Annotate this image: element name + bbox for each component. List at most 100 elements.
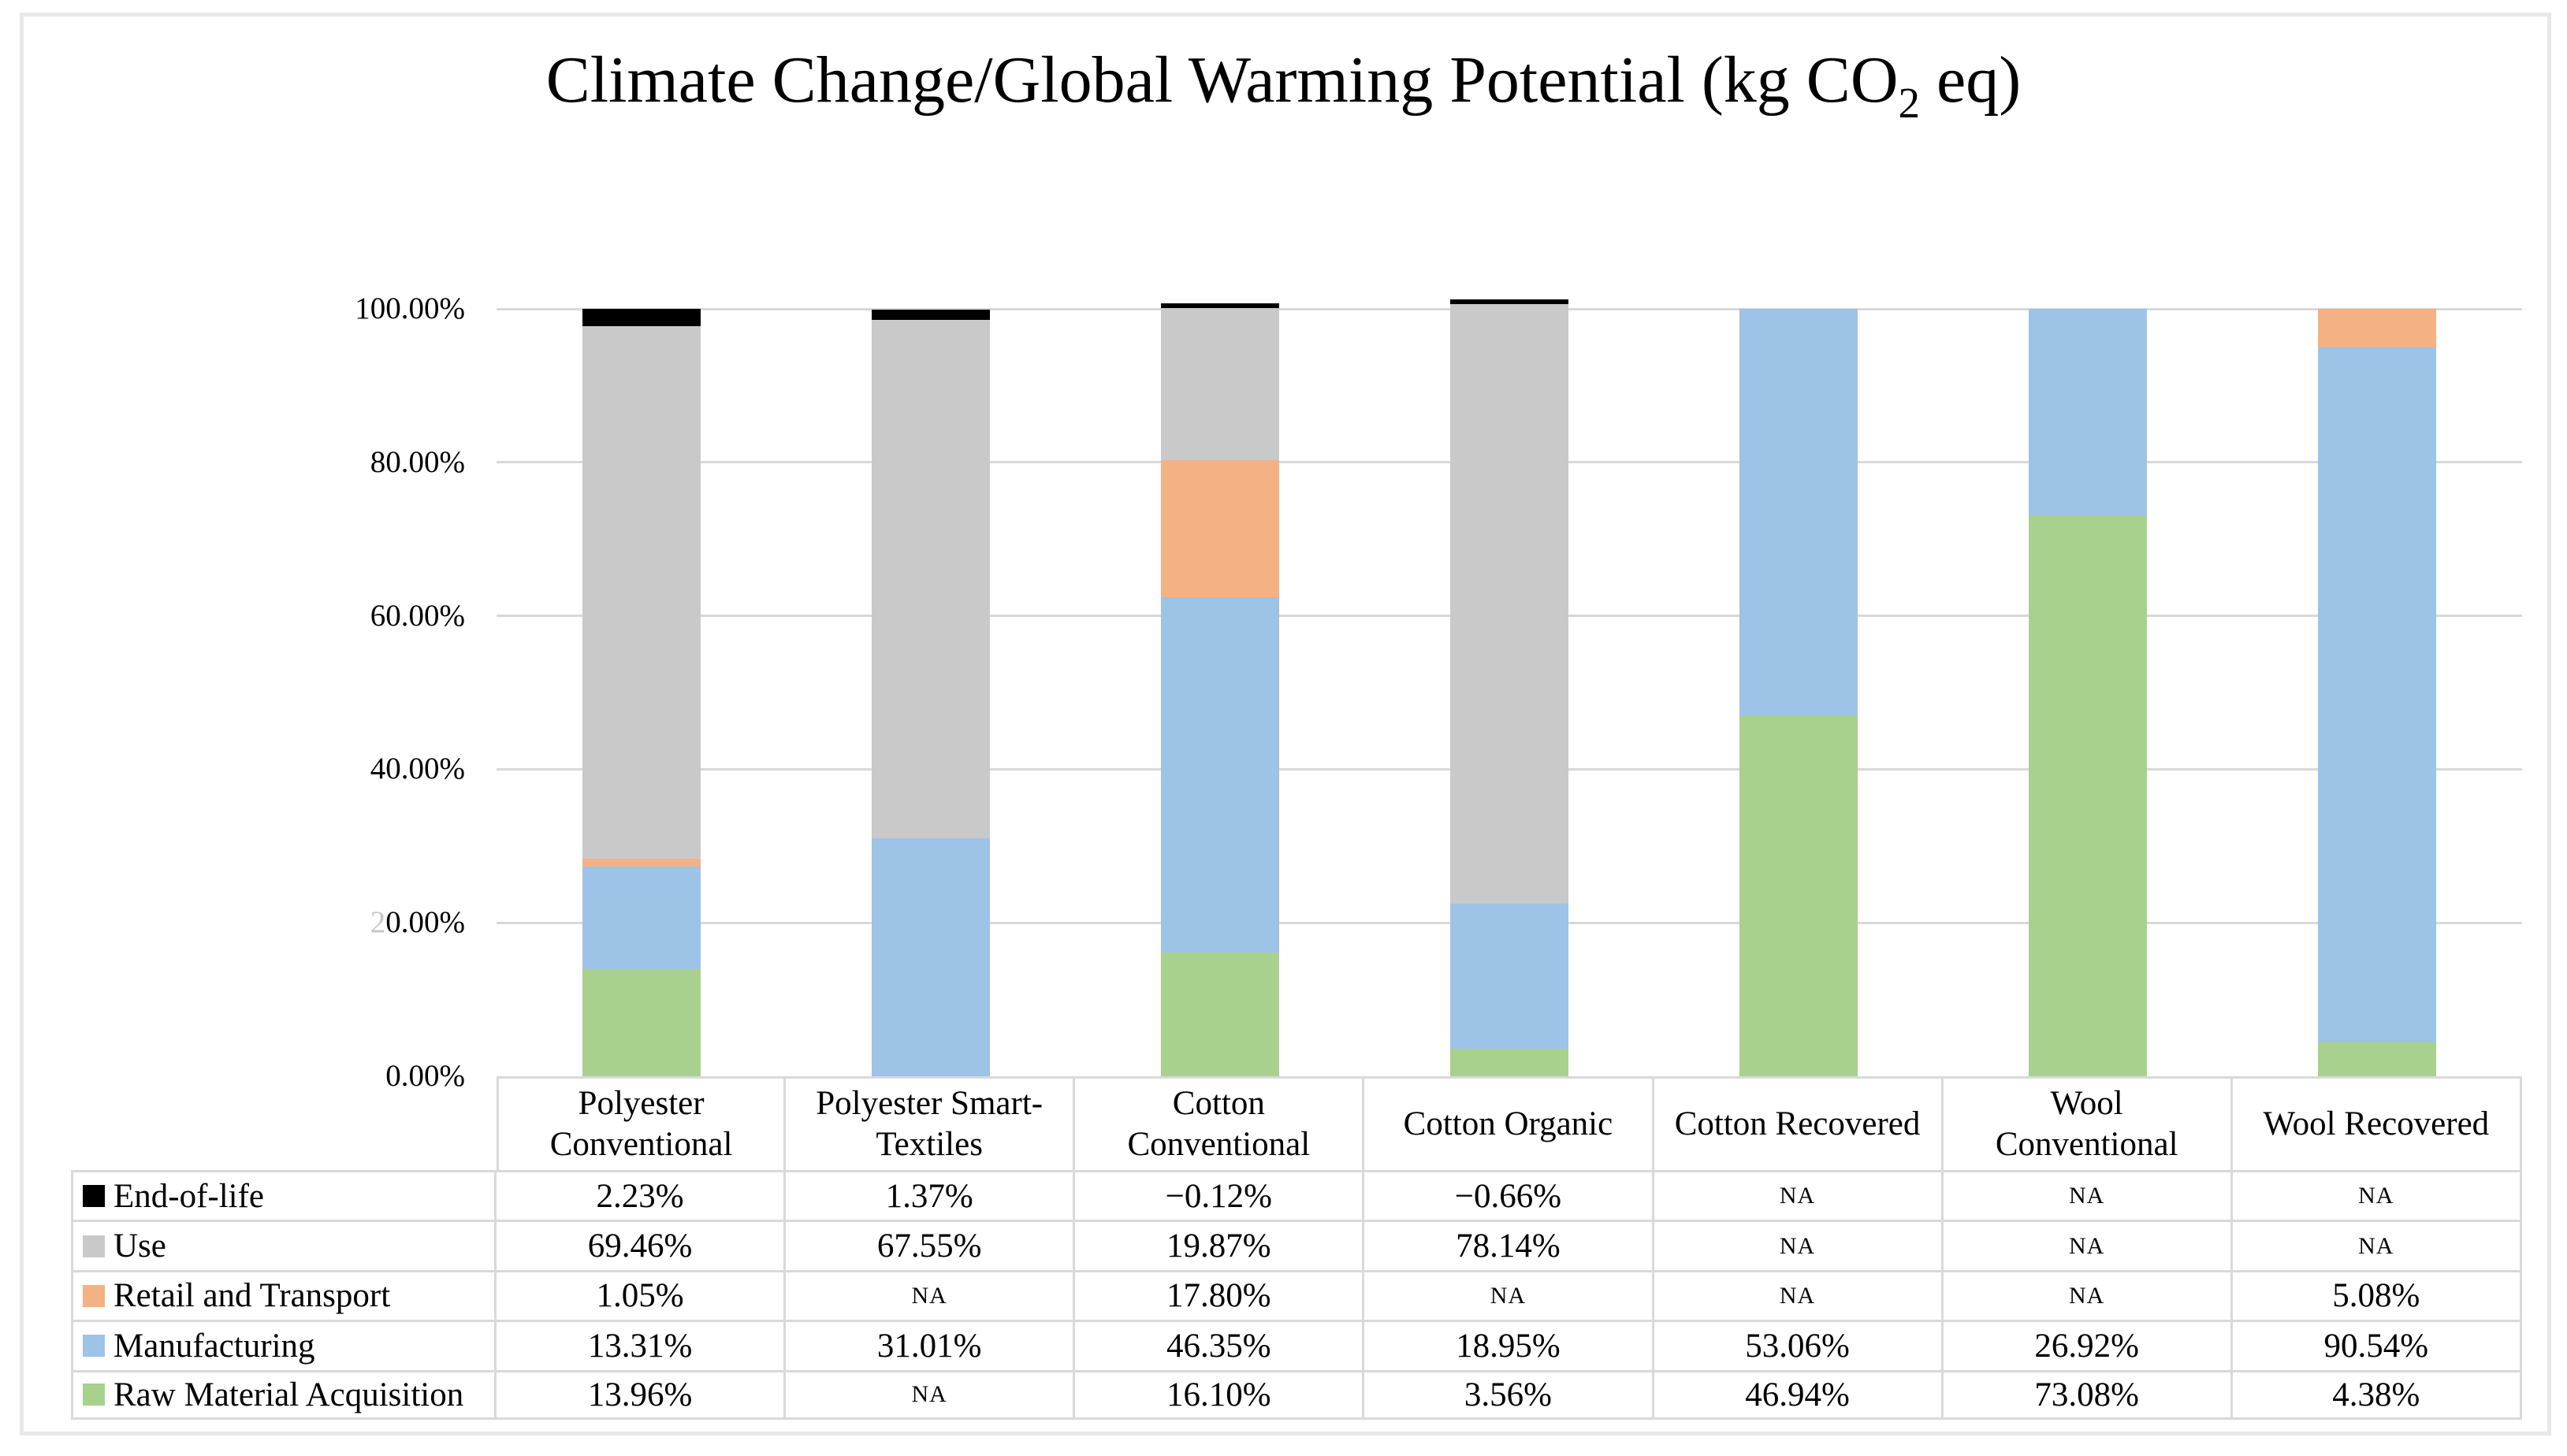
chart-title: Climate Change/Global Warming Potential … [0,41,2567,127]
bar-segment-use [582,325,701,860]
value-end-of-life-polyester-conventional: 2.23% [497,1170,787,1220]
legend-swatch-raw-material-acquisition [83,1384,105,1406]
value-raw-material-acquisition-cotton-recovered: 46.94% [1654,1369,1944,1420]
bar-segment-end-of-life [1160,303,1279,308]
value-use-cotton-conventional: 19.87% [1075,1220,1365,1270]
value-use-cotton-recovered: NA [1654,1220,1944,1270]
value-raw-material-acquisition-polyester-smart-textiles: NA [786,1369,1076,1420]
value-manufacturing-cotton-organic: 18.95% [1364,1320,1654,1370]
series-name: Retail and Transport [113,1277,391,1315]
y-axis-tick-label: 40.00% [370,752,465,786]
value-retail-and-transport-polyester-conventional: 1.05% [497,1269,787,1320]
bar-segment-use [1160,307,1279,461]
bar-segment-manufacturing [582,867,701,970]
value-retail-and-transport-polyester-smart-textiles: NA [786,1269,1076,1320]
category-header-cotton-conventional: Cotton Conventional [1075,1076,1365,1170]
bar-segment-raw-material-acquisition [1739,715,1858,1076]
table-corner-cell [71,1076,497,1170]
bar-segment-manufacturing [2029,309,2148,516]
series-name: End-of-life [113,1177,265,1215]
value-retail-and-transport-wool-recovered: 5.08% [2232,1269,2522,1320]
plot-area [497,299,2522,1076]
value-retail-and-transport-cotton-organic: NA [1364,1269,1654,1320]
value-use-cotton-organic: 78.14% [1364,1220,1654,1270]
value-retail-and-transport-cotton-conventional: 17.80% [1075,1269,1365,1320]
bar-segment-manufacturing [1450,903,1568,1049]
bar-polyester-smart-textiles [871,309,990,1076]
bar-segment-raw-material-acquisition [2029,515,2148,1076]
y-axis-tick-label: 80.00% [370,444,465,479]
legend-swatch-manufacturing [83,1335,105,1358]
bar-segment-end-of-life [582,308,701,326]
value-use-wool-conventional: NA [1943,1220,2233,1270]
category-header-polyester-smart-textiles: Polyester Smart- Textiles [786,1076,1076,1170]
series-name: Manufacturing [113,1327,315,1365]
bar-segment-retail-and-transport [2318,309,2437,348]
value-raw-material-acquisition-cotton-organic: 3.56% [1364,1369,1654,1420]
bar-cotton-conventional [1160,303,1279,1076]
bar-segment-use [1450,303,1568,904]
series-name: Raw Material Acquisition [113,1376,464,1413]
value-use-polyester-smart-textiles: 67.55% [786,1220,1076,1270]
bar-segment-manufacturing [871,838,990,1076]
value-end-of-life-cotton-conventional: −0.12% [1075,1170,1365,1220]
category-header-cotton-organic: Cotton Organic [1364,1076,1654,1170]
value-raw-material-acquisition-wool-recovered: 4.38% [2232,1369,2522,1420]
value-end-of-life-cotton-organic: −0.66% [1364,1170,1654,1220]
bar-segment-raw-material-acquisition [1450,1049,1568,1076]
value-manufacturing-wool-recovered: 90.54% [2232,1320,2522,1370]
value-end-of-life-cotton-recovered: NA [1654,1170,1944,1220]
chart-title-text: Climate Change/Global Warming Potential … [545,43,1899,117]
series-label-manufacturing: Manufacturing [71,1320,497,1370]
value-end-of-life-wool-recovered: NA [2232,1170,2522,1220]
chart-title-suffix: eq) [1920,43,2022,117]
bar-polyester-conventional [582,308,701,1076]
bar-wool-conventional [2029,309,2148,1076]
category-header-cotton-recovered: Cotton Recovered [1654,1076,1944,1170]
bar-segment-raw-material-acquisition [582,969,701,1076]
bar-segment-manufacturing [1160,596,1279,953]
category-header-wool-recovered: Wool Recovered [2232,1076,2522,1170]
bar-segment-raw-material-acquisition [1160,953,1279,1076]
category-header-wool-conventional: Wool Conventional [1943,1076,2233,1170]
bar-segment-end-of-life [871,309,990,321]
bar-segment-manufacturing [1739,309,1858,716]
series-label-raw-material-acquisition: Raw Material Acquisition [71,1369,497,1420]
bar-segment-manufacturing [2318,347,2437,1043]
value-raw-material-acquisition-wool-conventional: 73.08% [1943,1369,2233,1420]
bar-segment-raw-material-acquisition [2318,1042,2437,1076]
value-manufacturing-wool-conventional: 26.92% [1943,1320,2233,1370]
bar-segment-end-of-life [1450,299,1568,304]
legend-swatch-retail-and-transport [83,1284,105,1307]
value-end-of-life-wool-conventional: NA [1943,1170,2233,1220]
series-label-end-of-life: End-of-life [71,1170,497,1220]
legend-swatch-end-of-life [83,1185,105,1208]
value-manufacturing-polyester-conventional: 13.31% [497,1320,787,1370]
y-axis-tick-label: 60.00% [370,598,465,633]
y-axis-tick-label: 0.00% [385,1059,465,1093]
value-use-wool-recovered: NA [2232,1220,2522,1270]
bar-wool-recovered [2318,309,2437,1076]
value-manufacturing-cotton-recovered: 53.06% [1654,1320,1944,1370]
chart-title-subscript: 2 [1898,79,1921,127]
value-end-of-life-polyester-smart-textiles: 1.37% [786,1170,1076,1220]
data-table-with-legend: Polyester Conventional Polyester Smart- T… [71,1076,2522,1420]
category-header-polyester-conventional: Polyester Conventional [497,1076,787,1170]
series-name: Use [113,1228,166,1265]
series-label-use: Use [71,1220,497,1270]
value-raw-material-acquisition-cotton-conventional: 16.10% [1075,1369,1365,1420]
degraded-digit: 2 [370,905,386,940]
y-axis-tick-label: 100.00% [355,292,465,325]
bar-segment-use [871,320,990,838]
y-axis-tick-label: 20.00% [370,905,465,940]
value-manufacturing-polyester-smart-textiles: 31.01% [786,1320,1076,1370]
value-retail-and-transport-wool-conventional: NA [1943,1269,2233,1320]
bar-cotton-recovered [1739,309,1858,1076]
bar-cotton-organic [1450,299,1568,1076]
value-retail-and-transport-cotton-recovered: NA [1654,1269,1944,1320]
value-manufacturing-cotton-conventional: 46.35% [1075,1320,1365,1370]
value-raw-material-acquisition-polyester-conventional: 13.96% [497,1369,787,1420]
series-label-retail-and-transport: Retail and Transport [71,1269,497,1320]
value-use-polyester-conventional: 69.46% [497,1220,787,1270]
